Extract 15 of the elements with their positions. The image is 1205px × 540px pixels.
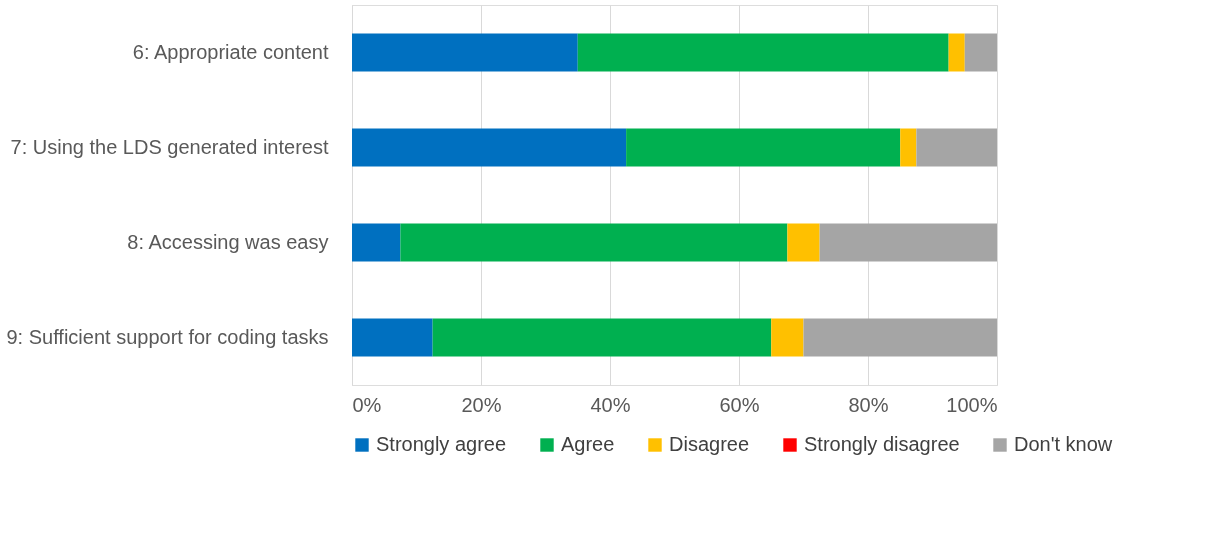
x-tick-label: 40% [590, 393, 631, 416]
y-tick-label: 8: Accessing was easy [127, 230, 329, 253]
x-tick-label: 80% [848, 393, 889, 416]
x-tick-label: 60% [719, 393, 760, 416]
legend-label: Strongly agree [376, 433, 507, 455]
legend-label: Agree [561, 433, 615, 455]
legend-label: Strongly disagree [804, 433, 960, 455]
x-tick-label: 100% [946, 393, 998, 416]
legend-label: Disagree [669, 433, 750, 455]
y-tick-label: 7: Using the LDS generated interest [10, 135, 329, 158]
y-tick-label: 9: Sufficient support for coding tasks [6, 325, 329, 348]
y-tick-label: 6: Appropriate content [132, 40, 329, 63]
legend-label: Don't know [1014, 433, 1113, 455]
x-tick-label: 20% [461, 393, 502, 416]
x-tick-label: 0% [352, 393, 382, 416]
